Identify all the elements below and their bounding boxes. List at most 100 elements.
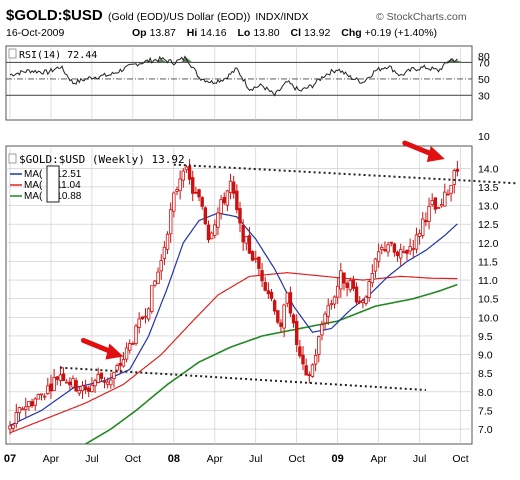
x-tick-label: 07 [4,453,16,465]
price-y-axis: 7.0 7.5 8.0 8.5 9.0 9.5 10.0 10.5 11.0 11.5 12.0 12… [478,163,499,436]
candle-body [36,394,41,400]
candle-body [159,260,163,272]
candle-body [124,347,129,360]
symbol-description: (Gold (EOD)/US Dollar (EOD)) INDX/INDX [108,11,308,23]
candle-body [244,236,249,244]
candle-body [263,282,267,291]
candle-body [191,177,195,194]
candle-body [65,381,69,384]
candle-body [74,380,78,392]
candle-body [254,257,258,260]
candle-body [71,378,75,388]
x-tick-label: Jul [85,453,98,465]
candle-body [392,243,397,253]
candle-body [11,424,15,429]
candle-body [421,218,425,236]
x-tick-label: Apr [370,453,387,465]
candle-body [449,184,453,194]
candle-body [433,197,438,210]
candle-body [181,170,185,181]
candle-body [143,315,148,318]
candle-body [150,285,154,312]
rsi-tick-label: 70 [478,57,490,69]
price-frame [5,145,473,445]
candle-body [380,247,384,250]
rsi-line [9,55,458,97]
candle-body [118,362,122,366]
candle-body [424,220,428,223]
candle-body [301,354,305,365]
candle-body [197,189,201,198]
candle-body [187,166,192,180]
x-tick-label: Jul [249,453,262,465]
watermark: © StockCharts.com [376,11,467,23]
price-tick-label: 9.0 [478,350,493,362]
legend-ma-mid: MA(11.04 [24,180,81,191]
price-tick-label: 10.5 [478,294,499,306]
arrow-head [426,146,445,163]
candle-body [200,197,204,207]
ma-short-line [9,212,458,426]
candle-body [408,246,412,252]
rsi-tick-label: 50 [478,74,490,86]
candle-body [345,282,349,288]
candle-body [42,395,47,398]
candle-body [452,170,456,185]
candle-body [225,190,230,206]
candle-body [395,251,400,257]
candle-body [339,270,343,290]
candle-body [77,389,82,394]
price-tick-label: 9.5 [478,331,493,343]
candle-body [417,232,422,237]
candle-body [87,387,91,392]
candle-body [364,296,368,304]
price-tick-label: 7.0 [478,424,493,436]
candle-body [298,346,302,357]
price-tick-label: 11.0 [478,275,498,287]
candle-body [33,398,37,406]
candle-body [269,291,274,299]
candle-body [250,251,255,261]
candle-body [156,271,160,284]
price-tick-label: 14.0 [478,163,499,175]
candle-body [295,320,299,345]
candle-body [235,190,239,211]
candle-body [351,279,356,289]
candle-body [411,248,415,250]
candle-body [134,325,138,344]
candle-body [39,393,44,396]
candle-body [178,178,182,192]
candle-body [14,412,19,425]
x-tick-label: Oct [289,453,305,465]
legend-periods-box [46,165,60,203]
candle-body [402,251,406,253]
candle-body [313,354,318,365]
candle-body [367,281,371,298]
rsi-label: RSI(14) 72.44 [19,50,97,61]
candle-body [27,401,31,407]
x-tick-label: Jul [413,453,426,465]
candle-body [61,373,66,382]
candle-body [165,233,170,250]
price-candles [8,159,460,435]
candle-body [30,401,34,407]
candle-body [439,204,444,207]
candle-body [68,381,72,386]
candle-body [307,374,312,377]
candle-body [285,292,289,304]
candle-body [291,314,296,324]
candle-body [446,193,450,196]
price-tick-label: 8.5 [478,368,493,380]
candle-body [455,168,460,172]
rsi-tick-label: 10 [478,131,490,143]
candle-body [213,224,217,236]
price-settings-icon[interactable] [8,153,17,164]
rsi-settings-icon[interactable] [8,48,17,59]
price-tick-label: 13.5 [478,182,499,194]
candle-body [320,324,324,336]
ma-long-line [85,283,458,445]
rsi-grid [6,46,472,120]
candle-body [358,300,362,303]
candle-body [398,249,403,259]
price-tick-label: 12.5 [478,219,499,231]
